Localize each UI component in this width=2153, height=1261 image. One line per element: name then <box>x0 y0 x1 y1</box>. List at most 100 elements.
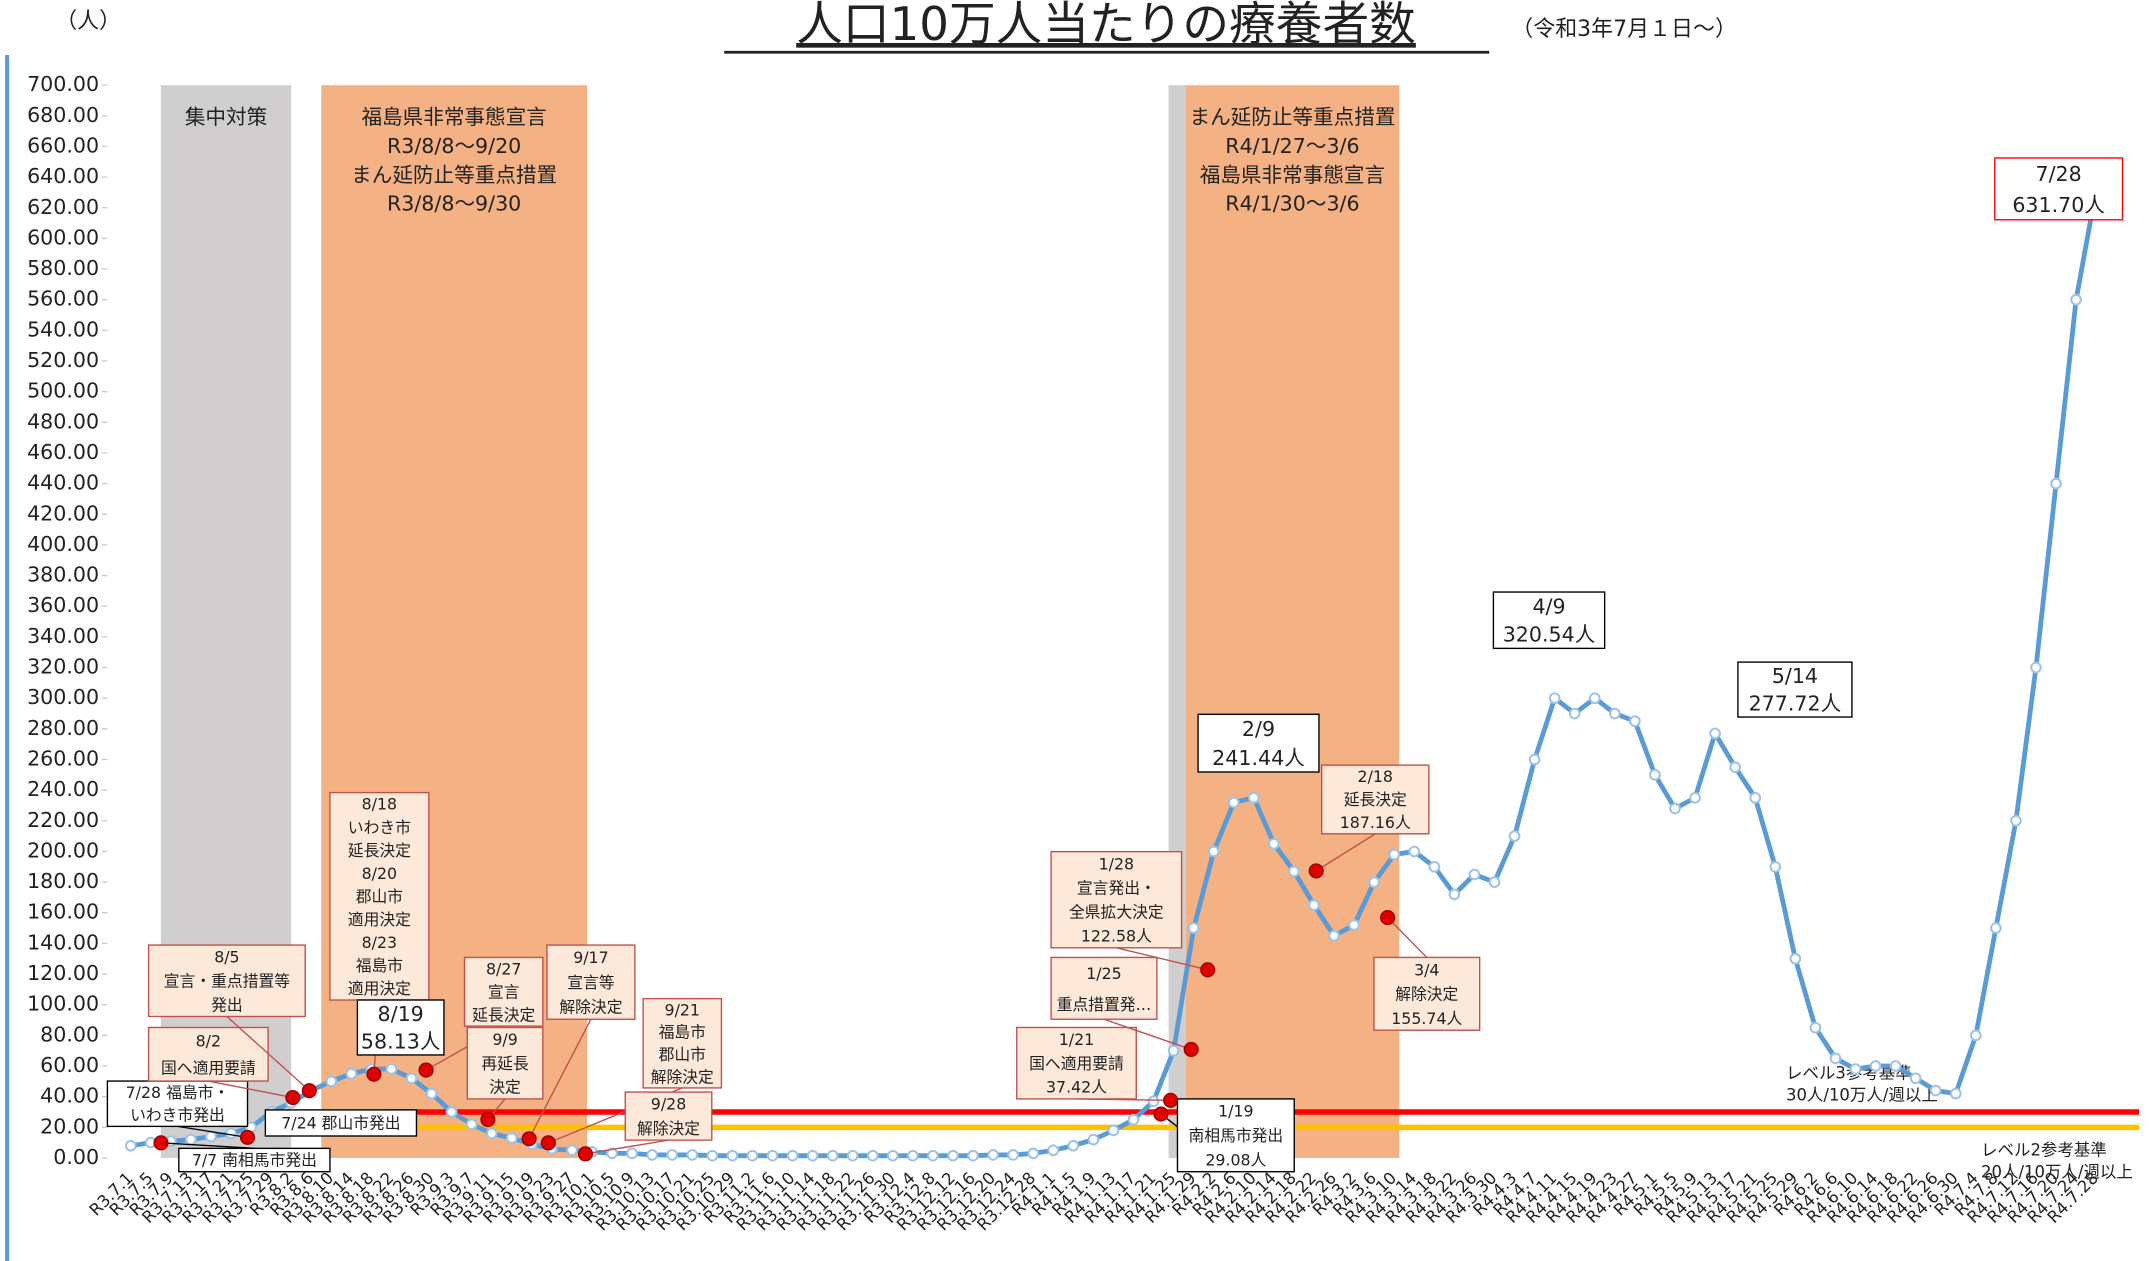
data-point <box>626 1147 638 1160</box>
annotation-text: 国へ適用要請 <box>161 1058 256 1077</box>
annotation-text: 8/18 <box>362 795 397 814</box>
annotation-text: 宣言等 <box>567 973 615 992</box>
annotation-text: 解除決定 <box>651 1067 714 1086</box>
annotation-text: 1/28 <box>1099 854 1134 873</box>
annotation-leader <box>528 1018 592 1140</box>
event-dot <box>301 1083 317 1099</box>
data-point <box>2030 661 2042 674</box>
data-point <box>1187 922 1200 934</box>
data-point <box>1368 876 1381 888</box>
annotation-leader <box>1387 917 1428 958</box>
data-point <box>686 1149 699 1161</box>
data-point <box>927 1149 939 1162</box>
event-dot <box>480 1111 496 1128</box>
data-point <box>726 1149 739 1162</box>
event-dot <box>1183 1041 1199 1058</box>
data-point <box>1308 899 1320 911</box>
data-point <box>485 1127 498 1140</box>
annotation: 1/28 宣言発出・全県拡大決定 122.58人 <box>1050 850 1216 978</box>
annotation-text: 延長決定 <box>348 841 411 860</box>
annotation-box <box>1197 713 1320 773</box>
data-point <box>1588 692 1601 705</box>
annotation-text: 延長決定 <box>1344 790 1407 809</box>
y-tick-label: 440.00 <box>27 471 99 495</box>
y-tick-label: 660.00 <box>27 133 99 157</box>
data-point <box>1568 707 1581 720</box>
y-tick-label: 380.00 <box>27 563 99 587</box>
y-tick-label: 460.00 <box>27 440 99 464</box>
annotation-text: 241.44人 <box>1212 746 1305 770</box>
data-point <box>1709 727 1721 740</box>
annotation-text: 延長決定 <box>472 1005 535 1024</box>
data-point <box>1769 860 1782 873</box>
data-point <box>1849 1063 1862 1075</box>
annotation-text: 福島市 <box>356 956 403 975</box>
annotation-box <box>1176 1098 1295 1173</box>
band-label: まん延防止等重点措置 <box>1189 105 1395 129</box>
y-tick-label: 120.00 <box>27 961 99 985</box>
data-point <box>1468 868 1481 881</box>
annotation-leader <box>1315 833 1376 872</box>
data-point <box>1608 707 1621 720</box>
annotation-box <box>642 997 723 1089</box>
data-point <box>1990 922 2002 934</box>
annotation-text: 解除決定 <box>1395 985 1458 1004</box>
annotation-text: 277.72人 <box>1749 692 1842 716</box>
data-point <box>405 1072 418 1085</box>
annotation-box <box>356 999 445 1056</box>
data-point <box>1749 791 1762 804</box>
annotation-text: 8/27 <box>486 960 521 979</box>
data-point <box>786 1149 799 1162</box>
y-tick-label: 580.00 <box>27 256 99 280</box>
y-tick-label: 400.00 <box>27 532 99 556</box>
y-axis-unit: （人） <box>55 9 121 34</box>
data-point <box>1107 1124 1120 1137</box>
annotation-text: 解除決定 <box>637 1119 700 1138</box>
annotation-text: 適用決定 <box>348 910 411 929</box>
data-point <box>2010 814 2022 827</box>
annotation: 2/9 241.44人 <box>1197 713 1320 773</box>
annotation-text: 631.70人 <box>2012 193 2105 217</box>
data-point <box>1087 1133 1100 1146</box>
annotation-text: 全県拡大決定 <box>1069 902 1164 921</box>
period-band <box>1185 85 1400 1158</box>
y-tick-label: 500.00 <box>27 379 99 403</box>
y-tick-label: 700.00 <box>27 72 99 96</box>
annotation-text: 8/19 <box>378 1002 424 1026</box>
data-point <box>1949 1087 1962 1100</box>
y-tick-label: 140.00 <box>27 930 99 954</box>
data-point <box>806 1149 819 1162</box>
annotation-leader <box>208 1080 293 1099</box>
annotation-text: 宣言発出・ <box>1077 878 1156 897</box>
y-tick-label: 620.00 <box>27 195 99 219</box>
data-point <box>1508 830 1521 842</box>
data-point <box>1689 791 1701 804</box>
annotation-text: 宣言・重点措置等 <box>164 971 290 990</box>
annotation-text: 決定 <box>489 1078 521 1097</box>
data-point <box>1247 791 1260 804</box>
annotation-box <box>264 1109 418 1137</box>
event-dot <box>239 1129 256 1145</box>
annotation: 7/7 南相馬市発出 <box>153 1135 331 1173</box>
event-dot <box>1380 910 1396 926</box>
data-point <box>1729 761 1741 774</box>
annotation-text: 58.13人 <box>361 1030 441 1054</box>
y-tick-label: 260.00 <box>27 747 99 771</box>
annotation-leader <box>160 1142 255 1150</box>
annotation-leader <box>177 1125 248 1139</box>
annotation-text: 8/5 <box>214 948 239 967</box>
data-point <box>606 1147 618 1160</box>
data-point <box>345 1067 358 1080</box>
annotation-text: 187.16人 <box>1340 813 1411 832</box>
band-label: まん延防止等重点措置 <box>351 163 557 187</box>
annotation-text: 9/21 <box>665 1000 700 1019</box>
annotation-text: 解除決定 <box>559 998 622 1017</box>
y-tick-label: 540.00 <box>27 317 99 341</box>
annotation-text: 郡山市 <box>356 887 403 906</box>
y-tick-label: 20.00 <box>40 1114 99 1138</box>
annotation-box <box>1321 764 1430 835</box>
